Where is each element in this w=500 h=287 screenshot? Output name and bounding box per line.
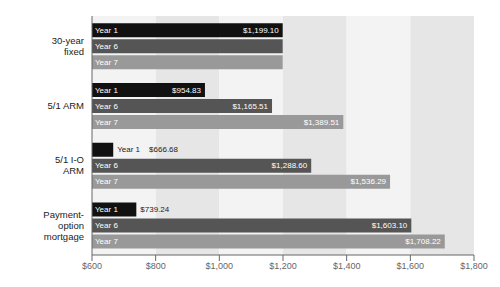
svg-text:$600: $600	[82, 261, 102, 271]
svg-text:$1,603.10: $1,603.10	[372, 221, 408, 230]
svg-text:5/1 I-OARM: 5/1 I-OARM	[55, 154, 84, 176]
svg-text:Year 6: Year 6	[95, 161, 118, 170]
svg-text:$1,400: $1,400	[333, 261, 361, 271]
svg-text:$954.83: $954.83	[172, 86, 201, 95]
svg-text:Year 6: Year 6	[95, 102, 118, 111]
svg-text:$1,165.51: $1,165.51	[232, 102, 268, 111]
svg-text:$1,200: $1,200	[269, 261, 297, 271]
svg-text:Payment-optionmortgage: Payment-optionmortgage	[43, 209, 84, 242]
svg-text:$1,800: $1,800	[460, 261, 488, 271]
svg-text:$739.24: $739.24	[140, 205, 169, 214]
svg-text:Year 1: Year 1	[95, 26, 118, 35]
svg-text:Year 7: Year 7	[95, 118, 118, 127]
svg-text:Year 6: Year 6	[95, 221, 118, 230]
svg-text:$800: $800	[146, 261, 166, 271]
svg-text:$1,708.22: $1,708.22	[405, 237, 441, 246]
svg-text:Year 1: Year 1	[95, 86, 118, 95]
svg-text:Year 7: Year 7	[95, 237, 118, 246]
svg-text:$1,600: $1,600	[397, 261, 425, 271]
svg-text:$1,536.29: $1,536.29	[350, 177, 386, 186]
svg-text:Year 1: Year 1	[117, 145, 140, 154]
svg-text:Year 1: Year 1	[95, 205, 118, 214]
svg-text:Year 7: Year 7	[95, 58, 118, 67]
svg-text:Year 7: Year 7	[95, 177, 118, 186]
svg-text:$1,389.51: $1,389.51	[304, 118, 340, 127]
svg-text:$1,288.60: $1,288.60	[272, 161, 308, 170]
svg-text:Year 6: Year 6	[95, 42, 118, 51]
svg-text:30-yearfixed: 30-yearfixed	[52, 35, 84, 57]
svg-text:$666.68: $666.68	[149, 145, 178, 154]
svg-text:5/1 ARM: 5/1 ARM	[48, 100, 85, 111]
svg-text:$1,199.10: $1,199.10	[243, 26, 279, 35]
svg-text:$1,000: $1,000	[206, 261, 234, 271]
